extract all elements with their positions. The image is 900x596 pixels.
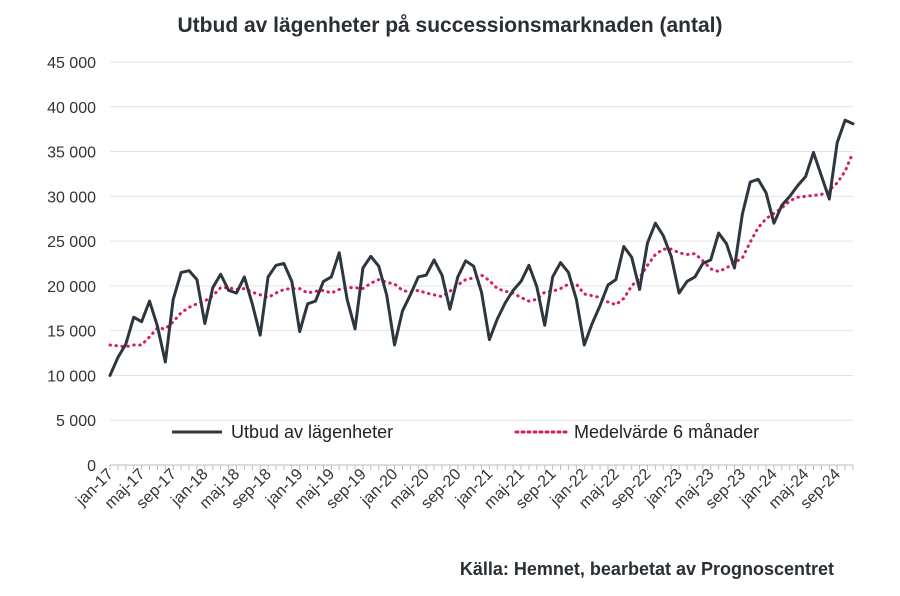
legend: Utbud av lägenheter Medelvärde 6 månader (172, 422, 759, 442)
y-tick-label: 35 000 (47, 145, 96, 162)
y-tick-label: 25 000 (47, 234, 96, 251)
series-lines (108, 118, 855, 377)
y-tick-label: 30 000 (47, 189, 96, 206)
x-tick-labels: jan-17maj-17sep-17jan-18maj-18sep-18jan-… (73, 466, 844, 513)
y-tick-label: 15 000 (47, 324, 96, 341)
y-tick-label: 20 000 (47, 279, 96, 296)
legend-label-utbud: Utbud av lägenheter (231, 422, 393, 442)
legend-label-medel: Medelvärde 6 månader (574, 422, 759, 442)
series-line-medelvarde (108, 150, 855, 349)
y-tick-label: 0 (87, 458, 96, 475)
chart-title: Utbud av lägenheter på successionsmarkna… (177, 14, 723, 37)
y-tick-label: 5 000 (56, 413, 96, 430)
y-tick-label: 10 000 (47, 368, 96, 385)
series-line-utbud (108, 118, 855, 377)
axes (109, 464, 854, 470)
y-tick-label: 45 000 (47, 55, 96, 72)
y-tick-label: 40 000 (47, 100, 96, 117)
gridlines (110, 61, 853, 421)
source-note: Källa: Hemnet, bearbetat av Prognoscentr… (459, 559, 834, 579)
y-tick-labels: 0 5 000 10 000 15 000 20 000 25 000 30 000 35 0… (47, 55, 96, 475)
